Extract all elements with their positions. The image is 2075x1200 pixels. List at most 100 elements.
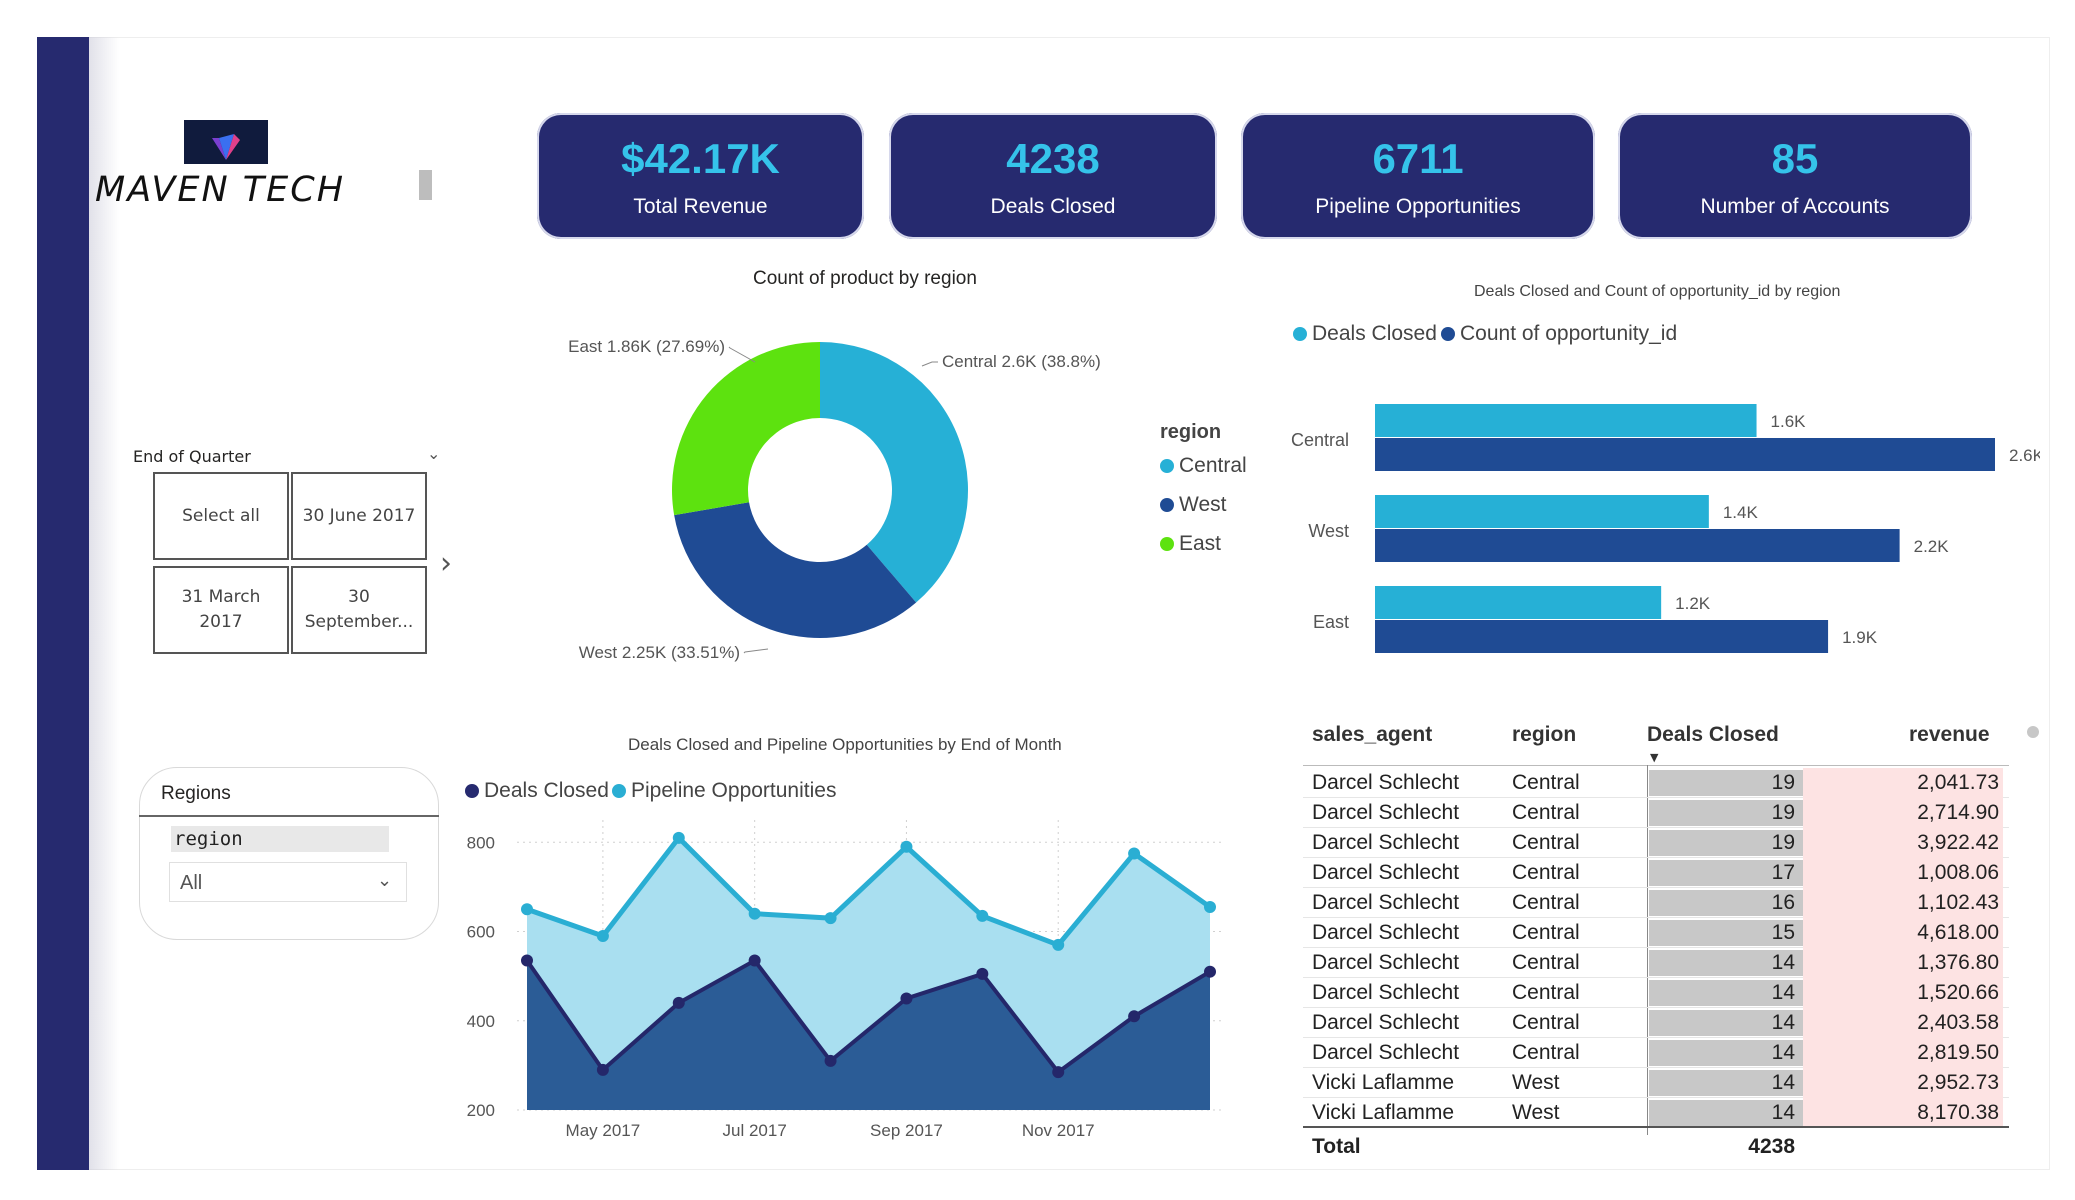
legend-item-west: West	[1160, 493, 1226, 517]
total-divider	[1303, 1126, 2009, 1128]
revenue-highlight	[1803, 1068, 2003, 1098]
quarter-tile[interactable]: 30 September...	[291, 566, 427, 654]
cell-sales-agent: Vicki Laflamme	[1312, 1101, 1454, 1124]
deals-point	[900, 992, 913, 1005]
quarter-tile[interactable]: 30 June 2017	[291, 472, 427, 560]
pipeline-point	[1204, 901, 1216, 913]
cell-deals-closed: 14	[1771, 1011, 1795, 1034]
chevron-down-icon[interactable]: ⌄	[427, 444, 441, 463]
table-row[interactable]: Darcel Schlecht Central 19 3,922.42	[1303, 828, 2009, 858]
pipeline-point	[672, 831, 685, 844]
scrollbar-thumb[interactable]	[2027, 726, 2039, 738]
deals-line	[525, 957, 1212, 1075]
deals-point	[748, 954, 761, 967]
kpi-label: Total Revenue	[633, 195, 768, 218]
deals-area	[527, 960, 1210, 1110]
legend-item-east: East	[1160, 532, 1221, 556]
table-row[interactable]: Darcel Schlecht Central 14 2,819.50	[1303, 1038, 2009, 1068]
logo-icon	[184, 120, 268, 164]
brand-name: MAVEN TECH	[95, 170, 346, 210]
leader-line	[921, 361, 938, 367]
donut-slice-central	[820, 342, 968, 603]
donut-chart: Central 2.6K (38.8%) West 2.25K (33.51%) E…	[568, 337, 1101, 662]
cell-revenue: 1,102.43	[1917, 891, 1999, 914]
region-dropdown[interactable]: All	[169, 862, 407, 902]
pipeline-point	[596, 930, 609, 942]
cell-region: Central	[1512, 771, 1580, 794]
bar-data-label: 2.6K	[2009, 446, 2040, 465]
cell-revenue: 2,819.50	[1917, 1041, 1999, 1064]
regions-slicer-title: Regions	[161, 783, 231, 804]
table-row[interactable]: Darcel Schlecht Central 16 1,102.43	[1303, 888, 2009, 918]
bar-data-label: 1.9K	[1842, 628, 1878, 647]
revenue-highlight	[1803, 768, 2003, 798]
bar-east-deals-closed	[1375, 586, 1662, 619]
table-row[interactable]: Darcel Schlecht Central 19 2,041.73	[1303, 768, 2009, 798]
table-row[interactable]: Darcel Schlecht Central 17 1,008.06	[1303, 858, 2009, 888]
kpi-value: 4238	[1006, 135, 1100, 182]
legend-label: Deals Closed	[1312, 322, 1437, 345]
x-tick-label: Sep 2017	[870, 1121, 943, 1140]
scroll-handle[interactable]	[419, 170, 432, 200]
column-header-region[interactable]: region	[1512, 723, 1577, 746]
legend-label: East	[1179, 532, 1222, 555]
donut-slice-east	[672, 342, 820, 516]
legend-dot-icon	[1293, 327, 1307, 341]
cell-deals-closed: 14	[1771, 951, 1795, 974]
deals-bar	[1649, 950, 1832, 976]
table-row[interactable]: Darcel Schlecht Central 15 4,618.00	[1303, 918, 2009, 948]
region-field-label: region	[171, 826, 389, 852]
revenue-highlight	[1803, 1008, 2003, 1038]
quarter-tile[interactable]: Select all	[153, 472, 289, 560]
donut-data-label: Central 2.6K (38.8%)	[942, 352, 1101, 371]
legend-dot-icon	[1441, 327, 1455, 341]
cell-sales-agent: Darcel Schlecht	[1312, 801, 1460, 824]
donut-slice-west	[674, 502, 917, 638]
category-label: West	[1308, 521, 1349, 541]
kpi-value: $42.17K	[621, 135, 780, 182]
total-label: Total	[1312, 1135, 1361, 1158]
chevron-right-icon[interactable]: ›	[440, 546, 452, 581]
column-header-sales-agent[interactable]: sales_agent	[1312, 723, 1433, 746]
cell-deals-closed: 15	[1771, 921, 1795, 944]
kpi-pipeline-opportunities: 6711 Pipeline Opportunities	[1241, 113, 1595, 239]
regions-slicer	[139, 767, 439, 940]
bar-east-opportunities	[1375, 620, 1829, 653]
cell-revenue: 1,376.80	[1917, 951, 1999, 974]
revenue-highlight	[1803, 918, 2003, 948]
deals-point	[521, 954, 533, 967]
table-row[interactable]: Vicki Laflamme West 14 2,952.73	[1303, 1068, 2009, 1098]
cell-sales-agent: Darcel Schlecht	[1312, 981, 1460, 1004]
y-tick-label: 400	[467, 1012, 495, 1031]
deals-bar	[1649, 1040, 1832, 1066]
cell-deals-closed: 14	[1771, 1041, 1795, 1064]
pipeline-point	[976, 909, 989, 922]
chevron-down-icon[interactable]: ⌄	[377, 870, 393, 891]
legend-dot-icon	[1160, 498, 1174, 512]
cell-region: Central	[1512, 1011, 1580, 1034]
cell-deals-closed: 16	[1771, 891, 1795, 914]
kpi-deals-closed: 4238 Deals Closed	[889, 113, 1217, 239]
table-row[interactable]: Darcel Schlecht Central 19 2,714.90	[1303, 798, 2009, 828]
table-row[interactable]: Vicki Laflamme West 14 8,170.38	[1303, 1098, 2009, 1128]
column-divider	[1647, 765, 1648, 1135]
kpi-label: Pipeline Opportunities	[1315, 195, 1521, 218]
deals-point	[596, 1063, 609, 1076]
legend-item-deals-closed: Deals Closed	[465, 779, 609, 803]
legend-label: Central	[1179, 454, 1247, 477]
category-label: East	[1313, 612, 1349, 632]
table-row[interactable]: Darcel Schlecht Central 14 2,403.58	[1303, 1008, 2009, 1038]
cell-region: Central	[1512, 801, 1580, 824]
pipeline-point	[748, 907, 761, 920]
column-header-deals-closed[interactable]: Deals Closed	[1647, 723, 1779, 746]
cell-deals-closed: 17	[1771, 861, 1795, 884]
deals-bar	[1649, 1010, 1832, 1036]
column-header-revenue[interactable]: revenue	[1909, 723, 1990, 746]
table-row[interactable]: Darcel Schlecht Central 14 1,520.66	[1303, 978, 2009, 1008]
legend-label: Deals Closed	[484, 779, 609, 802]
x-tick-label: May 2017	[566, 1121, 641, 1140]
pipeline-point	[900, 840, 913, 853]
quarter-tile[interactable]: 31 March 2017	[153, 566, 289, 654]
area-chart: 200 400 600 800 May 2017 Jul 2017 Sep 2017 Nov …	[467, 820, 1222, 1140]
table-row[interactable]: Darcel Schlecht Central 14 1,376.80	[1303, 948, 2009, 978]
